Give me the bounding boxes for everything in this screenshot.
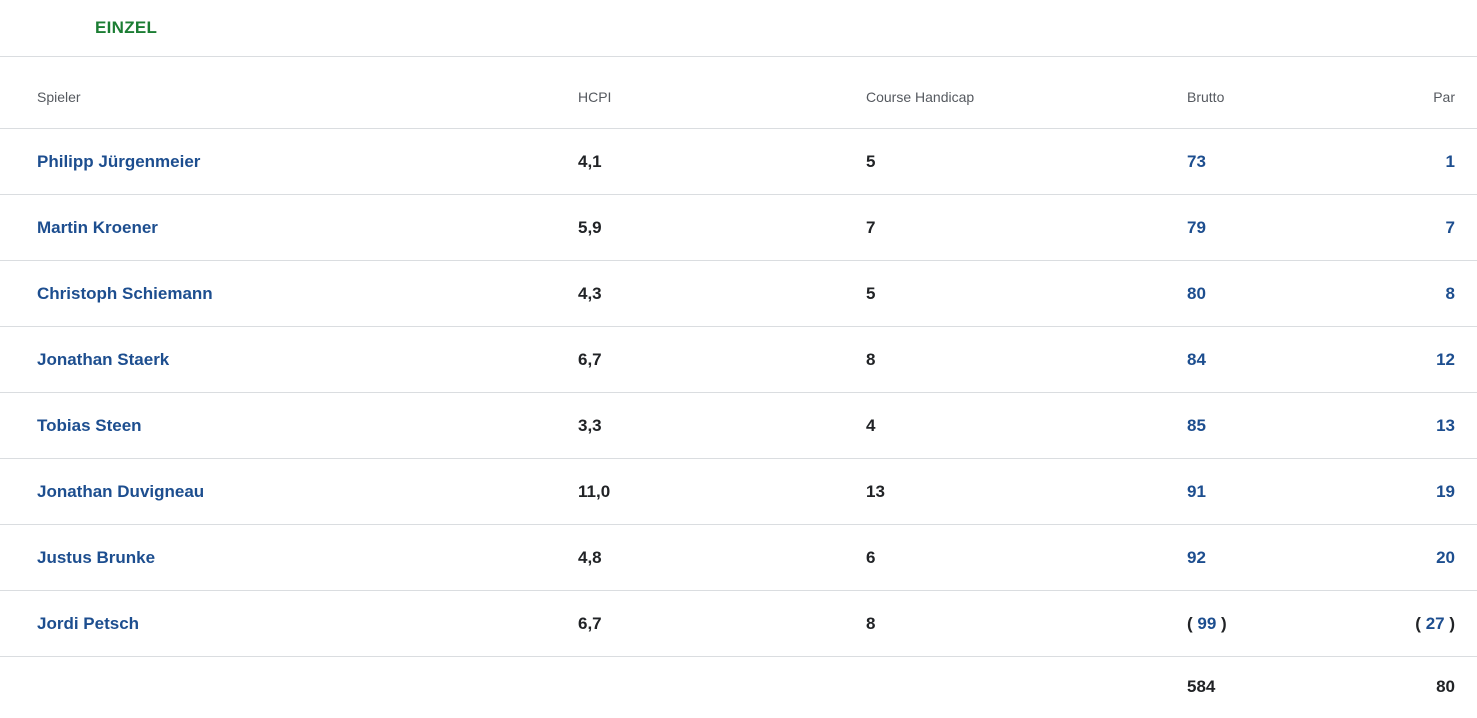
player-name-link[interactable]: Martin Kroener (37, 217, 158, 237)
totals-par-value: 80 (1436, 676, 1455, 696)
hcpi-value: 6,7 (578, 349, 602, 369)
column-header-par: Par (1433, 88, 1455, 105)
hcpi-value: 11,0 (578, 481, 611, 501)
player-name-link[interactable]: Jordi Petsch (37, 613, 140, 633)
brutto-cell: 79 (1187, 218, 1367, 238)
table-row: Christoph Schiemann 4,3 5 80 8 (0, 261, 1477, 327)
hcpi-value: 4,1 (578, 151, 602, 171)
player-name-link[interactable]: Christoph Schiemann (37, 283, 213, 303)
par-cell: 19 (1367, 482, 1455, 502)
par-value-link[interactable]: 20 (1436, 547, 1455, 567)
totals-brutto-value: 584 (1187, 676, 1216, 696)
course-handicap-value: 6 (866, 547, 876, 567)
brutto-cell: 91 (1187, 482, 1367, 502)
table-row: Tobias Steen 3,3 4 85 13 (0, 393, 1477, 459)
hcpi-value: 4,8 (578, 547, 602, 567)
brutto-value-link[interactable]: 91 (1187, 481, 1206, 501)
par-value-link[interactable]: 12 (1436, 349, 1455, 369)
player-name-link[interactable]: Justus Brunke (37, 547, 156, 567)
table-totals-row: 584 80 (0, 657, 1477, 716)
table-header-row: Spieler HCPI Course Handicap Brutto Par (0, 57, 1477, 129)
table-row: Jordi Petsch 6,7 8 ( 99 ) ( 27 ) (0, 591, 1477, 657)
brutto-close-paren: ) (1216, 613, 1227, 633)
par-value-link[interactable]: 7 (1445, 217, 1455, 237)
par-close-paren: ) (1444, 613, 1455, 633)
player-name-link[interactable]: Tobias Steen (37, 415, 142, 435)
brutto-cell: 84 (1187, 350, 1367, 370)
course-handicap-value: 8 (866, 613, 876, 633)
brutto-value-link[interactable]: 79 (1187, 217, 1206, 237)
page-title: EINZEL (95, 18, 158, 37)
par-cell: 8 (1367, 284, 1455, 304)
column-header-brutto: Brutto (1187, 88, 1225, 105)
table-row: Justus Brunke 4,8 6 92 20 (0, 525, 1477, 591)
brutto-value-link[interactable]: 85 (1187, 415, 1206, 435)
par-cell: 7 (1367, 218, 1455, 238)
par-open-paren: ( (1415, 613, 1426, 633)
brutto-cell: ( 99 ) (1187, 614, 1367, 634)
par-value-link[interactable]: 8 (1445, 283, 1455, 303)
course-handicap-value: 13 (866, 481, 885, 501)
brutto-cell: 80 (1187, 284, 1367, 304)
hcpi-value: 4,3 (578, 283, 602, 303)
par-cell: 13 (1367, 416, 1455, 436)
brutto-value-link[interactable]: 99 (1197, 613, 1217, 633)
column-header-course-handicap: Course Handicap (866, 88, 975, 105)
brutto-value-link[interactable]: 80 (1187, 283, 1206, 303)
par-value-link[interactable]: 13 (1436, 415, 1455, 435)
par-value-link[interactable]: 1 (1445, 151, 1455, 171)
column-header-hcpi: HCPI (578, 88, 612, 105)
column-header-spieler: Spieler (37, 88, 81, 105)
player-name-link[interactable]: Jonathan Staerk (37, 349, 170, 369)
brutto-cell: 92 (1187, 548, 1367, 568)
hcpi-value: 3,3 (578, 415, 602, 435)
par-value-link[interactable]: 27 (1425, 613, 1445, 633)
table-row: Jonathan Duvigneau 11,0 13 91 19 (0, 459, 1477, 525)
brutto-value-link[interactable]: 73 (1187, 151, 1206, 171)
brutto-cell: 73 (1187, 152, 1367, 172)
course-handicap-value: 7 (866, 217, 876, 237)
par-cell: 12 (1367, 350, 1455, 370)
brutto-cell: 85 (1187, 416, 1367, 436)
brutto-value-link[interactable]: 92 (1187, 547, 1206, 567)
hcpi-value: 5,9 (578, 217, 602, 237)
course-handicap-value: 4 (866, 415, 876, 435)
section-header: EINZEL (0, 0, 1477, 57)
table-row: Martin Kroener 5,9 7 79 7 (0, 195, 1477, 261)
hcpi-value: 6,7 (578, 613, 602, 633)
table-row: Jonathan Staerk 6,7 8 84 12 (0, 327, 1477, 393)
par-cell: 1 (1367, 152, 1455, 172)
player-name-link[interactable]: Jonathan Duvigneau (37, 481, 205, 501)
course-handicap-value: 5 (866, 151, 876, 171)
course-handicap-value: 8 (866, 349, 876, 369)
table-row: Philipp Jürgenmeier 4,1 5 73 1 (0, 129, 1477, 195)
table-body: Philipp Jürgenmeier 4,1 5 73 1 Martin Kr… (0, 129, 1477, 657)
par-cell: 20 (1367, 548, 1455, 568)
brutto-open-paren: ( (1187, 613, 1198, 633)
player-name-link[interactable]: Philipp Jürgenmeier (37, 151, 201, 171)
brutto-value-link[interactable]: 84 (1187, 349, 1206, 369)
par-value-link[interactable]: 19 (1436, 481, 1455, 501)
course-handicap-value: 5 (866, 283, 876, 303)
par-cell: ( 27 ) (1367, 614, 1455, 634)
